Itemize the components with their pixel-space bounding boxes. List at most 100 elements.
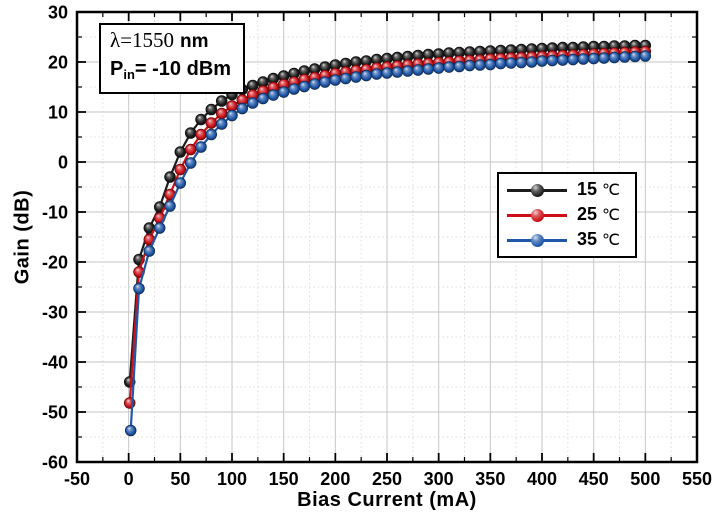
marker — [174, 146, 187, 158]
marker — [184, 143, 197, 156]
marker — [143, 245, 156, 257]
series-35℃ — [124, 50, 652, 437]
y-tick-labels: 30 20 10 0 -10 -20 -30 -40 -50 -60 — [42, 2, 68, 472]
marker — [412, 64, 424, 76]
marker — [598, 52, 610, 64]
marker — [525, 56, 538, 68]
marker — [567, 53, 579, 66]
marker — [184, 157, 197, 169]
marker — [124, 424, 137, 437]
y-tick-label: -10 — [42, 202, 68, 222]
sphere-icon — [531, 183, 544, 197]
x-axis-title: Bias Current (mA) — [297, 489, 477, 511]
lambda-unit: nm — [180, 31, 209, 52]
y-tick-label: -30 — [42, 302, 68, 322]
legend-label: 15 ℃ — [577, 179, 620, 199]
marker — [164, 171, 176, 183]
x-tick-label: -50 — [64, 469, 90, 489]
legend-label: 25 ℃ — [577, 204, 620, 224]
marker — [453, 60, 466, 73]
annotation-line-wavelength: λ=1550 nm — [110, 27, 231, 56]
legend-item-35℃: 35 ℃ — [499, 227, 635, 252]
marker — [277, 86, 290, 98]
marker — [618, 51, 631, 63]
annotation-box: λ=1550 nm Pin= -10 dBm — [99, 23, 246, 94]
legend-item-15℃: 15 ℃ — [499, 177, 635, 202]
legend-unit: ℃ — [602, 207, 620, 224]
marker — [246, 97, 259, 109]
x-tick-label: 0 — [124, 469, 134, 489]
marker — [174, 163, 187, 176]
x-tick-labels: -50 0 50 100 150 200 250 300 350 400 450 500 550 — [64, 469, 712, 489]
marker — [205, 117, 218, 129]
sphere-icon — [531, 233, 544, 247]
marker — [639, 50, 652, 62]
marker — [587, 52, 600, 65]
marker — [505, 57, 517, 69]
y-tick-label: -40 — [42, 352, 68, 372]
y-tick-label: -50 — [42, 402, 68, 422]
marker — [629, 50, 641, 63]
marker — [536, 55, 548, 67]
marker — [360, 69, 373, 82]
x-tick-label: 450 — [579, 469, 609, 489]
pin-value: = -10 dBm — [134, 58, 232, 80]
marker — [577, 53, 590, 65]
marker — [350, 71, 362, 83]
marker — [494, 57, 507, 70]
y-axis-title: Gain (dB) — [11, 189, 34, 285]
marker — [195, 128, 207, 141]
y-tick-label: 0 — [58, 152, 68, 172]
legend-marker-sample — [507, 233, 567, 247]
marker — [133, 282, 145, 295]
sphere-icon — [531, 208, 544, 222]
x-tick-label: 50 — [170, 469, 190, 489]
marker — [215, 95, 228, 107]
marker — [226, 109, 238, 122]
x-tick-label: 300 — [424, 469, 454, 489]
legend-label: 35 ℃ — [577, 229, 620, 249]
legend-marker-sample — [507, 183, 567, 197]
marker — [288, 83, 300, 95]
x-tick-label: 150 — [269, 469, 299, 489]
marker — [432, 62, 445, 74]
pin-subscript: in — [123, 67, 135, 82]
marker — [153, 222, 166, 234]
x-tick-label: 500 — [630, 469, 660, 489]
x-tick-label: 250 — [372, 469, 402, 489]
marker — [443, 61, 455, 73]
y-tick-label: 20 — [48, 52, 68, 72]
marker — [484, 58, 497, 71]
marker — [184, 127, 197, 139]
pin-symbol: P — [110, 58, 124, 80]
y-tick-label: 30 — [48, 2, 68, 22]
marker — [515, 56, 528, 69]
x-tick-label: 550 — [682, 469, 712, 489]
legend-unit: ℃ — [602, 182, 620, 199]
lambda-value: λ=1550 — [110, 28, 175, 52]
marker — [205, 103, 218, 116]
marker — [401, 65, 414, 77]
annotation-line-pin: Pin= -10 dBm — [110, 56, 231, 88]
x-tick-label: 200 — [320, 469, 350, 489]
axis-ticks — [76, 11, 698, 463]
marker — [236, 102, 249, 115]
marker — [381, 67, 393, 79]
x-tick-label: 100 — [217, 469, 247, 489]
marker — [556, 54, 569, 66]
y-tick-label: 10 — [48, 102, 68, 122]
legend: 15 ℃ 25 ℃ 35 ℃ — [497, 172, 637, 258]
marker — [308, 78, 321, 90]
x-tick-label: 400 — [527, 469, 557, 489]
marker — [215, 118, 228, 130]
marker — [164, 200, 176, 212]
marker — [339, 72, 352, 85]
x-tick-label: 350 — [475, 469, 505, 489]
marker — [474, 59, 486, 71]
marker — [174, 177, 187, 189]
marker — [205, 128, 218, 141]
marker — [257, 92, 269, 105]
marker — [195, 113, 207, 126]
marker — [391, 66, 404, 78]
legend-item-25℃: 25 ℃ — [499, 202, 635, 227]
